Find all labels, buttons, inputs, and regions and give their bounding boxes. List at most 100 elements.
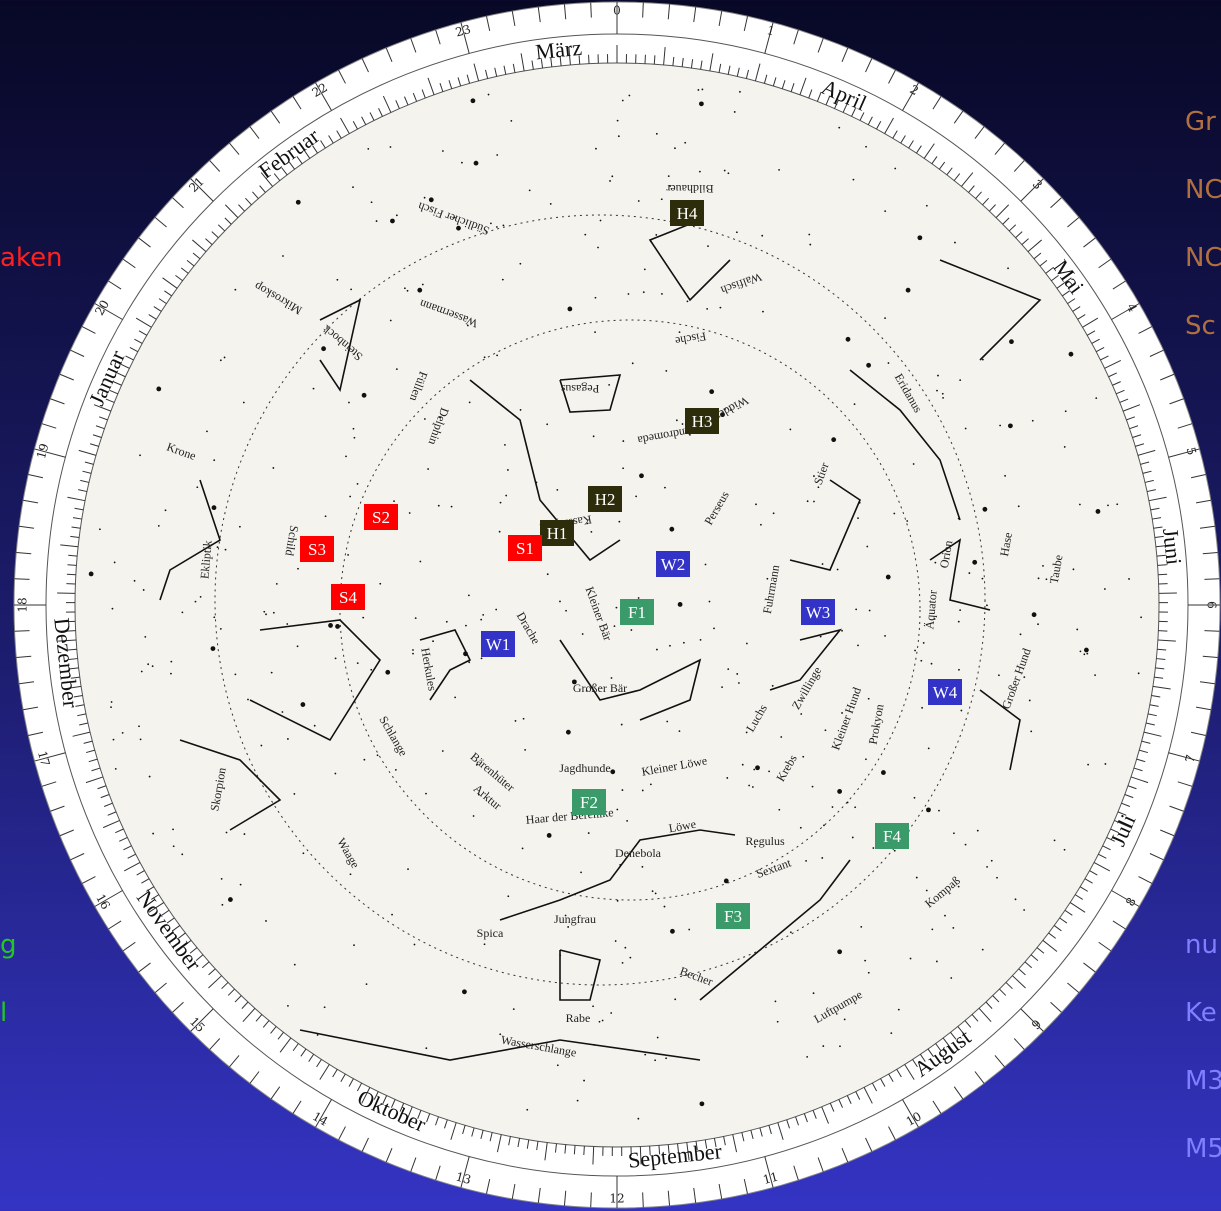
date-tick <box>544 1142 548 1161</box>
star <box>211 505 217 511</box>
star <box>641 789 644 792</box>
date-tick <box>421 89 426 99</box>
star <box>615 606 618 609</box>
date-tick <box>653 55 656 65</box>
star <box>425 792 427 795</box>
hour-tick <box>1111 303 1140 320</box>
hour-tick <box>932 96 942 110</box>
date-tick <box>1122 404 1141 412</box>
date-tick <box>211 231 219 239</box>
date-tick <box>904 1064 915 1080</box>
date-tick <box>489 1132 493 1142</box>
star <box>739 90 741 93</box>
star <box>897 1008 900 1011</box>
star <box>709 389 715 395</box>
date-tick <box>1130 776 1149 784</box>
star <box>598 1020 601 1023</box>
date-tick <box>1157 564 1167 566</box>
star <box>867 697 870 700</box>
date-tick <box>186 260 195 267</box>
marker-label: W1 <box>486 635 511 654</box>
hour-label: 5 <box>1183 446 1199 457</box>
date-tick <box>1024 961 1033 969</box>
hour-tick <box>1149 853 1164 861</box>
star <box>335 624 340 629</box>
date-tick <box>373 1091 379 1100</box>
star <box>917 235 923 241</box>
star <box>454 696 457 699</box>
star <box>1137 672 1140 675</box>
date-tick <box>352 121 358 130</box>
star <box>751 786 754 788</box>
hour-tick <box>1168 448 1200 458</box>
star <box>363 758 366 761</box>
marker-box <box>685 408 719 434</box>
date-tick <box>73 695 83 698</box>
date-tick <box>151 894 160 900</box>
constellation-label: Denebola <box>615 846 662 860</box>
date-tick <box>340 1073 346 1083</box>
star <box>774 1000 777 1003</box>
star <box>556 488 559 491</box>
hour-tick <box>1098 941 1112 952</box>
date-tick <box>161 909 170 916</box>
date-tick <box>520 53 525 72</box>
date-tick <box>427 77 435 95</box>
date-tick <box>176 939 192 952</box>
hour-tick <box>292 96 302 110</box>
star <box>643 268 646 271</box>
marker: W3 <box>801 599 835 625</box>
star <box>414 617 417 620</box>
date-tick <box>763 74 768 84</box>
star <box>499 501 502 504</box>
constellation-label: Großer Bär <box>573 681 627 695</box>
hour-tick <box>793 1165 799 1181</box>
date-tick <box>908 140 914 149</box>
star <box>610 677 613 679</box>
date-tick <box>989 204 996 212</box>
date-tick <box>750 1130 754 1140</box>
date-tick <box>736 67 740 77</box>
star <box>713 627 715 630</box>
star <box>546 573 549 576</box>
date-tick <box>448 80 453 89</box>
star <box>312 387 315 390</box>
star <box>556 1064 559 1067</box>
hour-tick <box>1138 326 1153 334</box>
star <box>522 717 525 720</box>
hour-tick <box>1190 473 1206 479</box>
star <box>616 808 619 811</box>
star <box>938 809 940 812</box>
star <box>708 600 711 603</box>
constellation-label: Hase <box>997 531 1015 557</box>
constellation-label: Spica <box>477 926 504 940</box>
star <box>441 750 444 752</box>
date-tick <box>109 389 119 395</box>
star <box>935 960 938 963</box>
date-tick <box>382 1095 388 1104</box>
star <box>462 989 467 995</box>
star <box>1083 653 1086 656</box>
star <box>1007 423 1013 429</box>
star <box>480 657 483 660</box>
date-tick <box>115 828 124 834</box>
date-tick <box>992 995 1000 1003</box>
date-tick <box>356 1082 363 1092</box>
hour-tick <box>460 1156 470 1188</box>
hour-tick <box>315 1099 332 1128</box>
star <box>621 789 624 791</box>
marker-label: S1 <box>516 539 534 558</box>
star <box>845 336 851 342</box>
star <box>724 408 727 410</box>
date-tick <box>426 1113 431 1123</box>
date-tick <box>127 853 136 859</box>
star <box>1007 267 1009 270</box>
date-tick <box>404 96 409 106</box>
date-tick <box>777 1122 784 1140</box>
date-tick <box>67 648 77 651</box>
date-tick <box>1091 338 1100 344</box>
date-tick <box>709 53 714 72</box>
date-tick <box>834 100 839 109</box>
date-tick <box>417 1110 422 1119</box>
star <box>661 293 663 295</box>
